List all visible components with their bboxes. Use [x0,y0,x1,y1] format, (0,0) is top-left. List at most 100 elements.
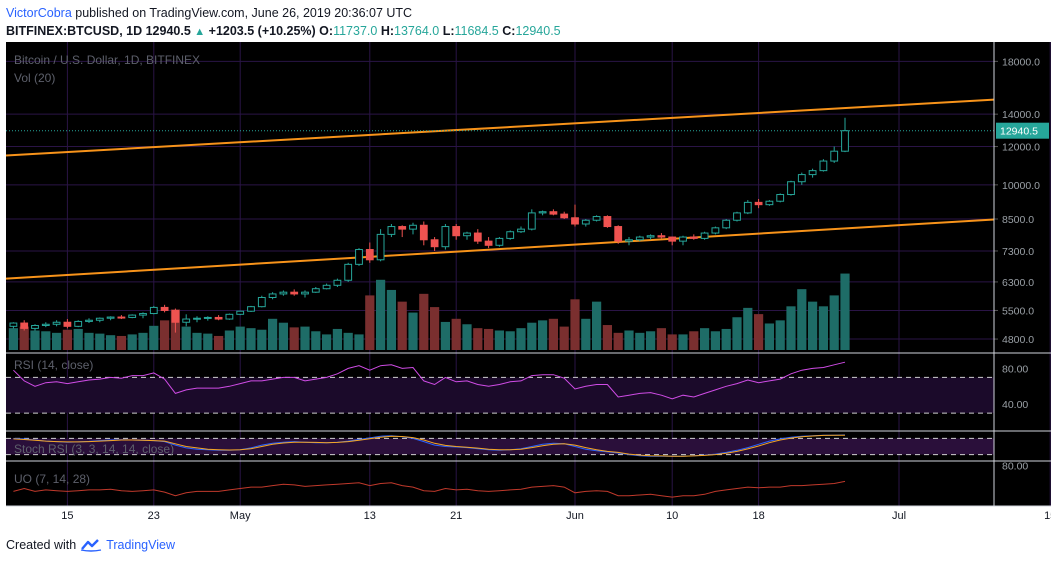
volume-bar [224,330,234,350]
plot-background [6,42,994,506]
volume-bar [581,318,591,350]
volume-bar [484,328,494,350]
volume-bar [538,320,548,350]
x-tick-label: May [230,510,251,522]
candle-body [214,316,223,320]
volume-bar [257,329,267,350]
high-value: 13764.0 [394,24,440,38]
volume-bar [160,320,170,350]
volume-bar [278,322,288,350]
publish-line: VictorCobra published on TradingView.com… [6,4,1051,22]
volume-bar [246,328,256,350]
volume-bar [678,334,688,350]
tradingview-logo-icon [81,539,102,552]
candle-body [657,235,666,238]
candle-body [743,201,752,214]
volume-bar [343,332,353,350]
candle-body [517,228,525,233]
volume-bar [408,312,418,350]
volume-bar [106,335,116,350]
volume-bar [786,306,796,350]
candle-body [603,216,612,228]
candle-body [571,217,579,225]
candle-body [819,160,828,172]
volume-bar [235,326,245,350]
candle-body [689,236,698,239]
x-tick-label: Jun [566,510,584,522]
volume-bar [149,325,159,350]
x-tick-label: 21 [450,510,462,522]
volume-bar [516,328,526,350]
channel-lower-line [6,218,995,280]
price-change: +1203.5 (+10.25%) [208,24,316,38]
rsi-band [6,377,994,414]
volume-bar [311,331,321,350]
candle-body [52,321,61,325]
volume-bar [559,326,569,350]
y-tick-label: 5500.0 [1002,305,1034,317]
candle-body [149,306,158,315]
volume-bar [19,326,29,350]
candle-body [668,236,677,242]
price-chart[interactable]: 1523May1321Jun1018Jul152318000.014000.01… [6,42,1051,525]
candle-body [301,291,309,295]
chart-area[interactable]: 1523May1321Jun1018Jul152318000.014000.01… [6,42,1051,525]
candle-body [581,219,590,225]
candle-body [776,194,785,202]
volume-bar [624,330,634,350]
volume-bar [354,334,364,350]
candle-body [290,291,299,295]
candle-body [63,321,72,327]
volume-bar [732,317,742,350]
volume-bar [84,332,94,350]
published-text: published on TradingView.com, June 26, 2… [75,6,413,20]
candle-body [484,240,493,246]
candle-body [41,323,50,326]
candle-body [614,226,623,242]
candle-body [430,239,439,248]
candle-body [635,236,644,241]
candle-body [74,320,83,327]
candle-body [236,310,245,315]
volume-bar [332,328,342,350]
close-label: C: [502,24,516,38]
volume-bar [754,314,764,350]
rsi-line [13,361,846,400]
candle-body [203,316,212,319]
volume-bar [829,295,839,350]
volume-bar [203,333,213,350]
volume-label: Vol (20) [14,71,55,85]
time-axis-background [6,506,1051,525]
low-label: L: [442,24,455,38]
volume-bar [214,335,224,350]
chart-header: VictorCobra published on TradingView.com… [6,4,1051,41]
last-price-label: 12940.5 [1000,126,1038,138]
volume-bar [764,323,774,350]
y-tick-label: 4800.0 [1002,334,1034,346]
rsi-title: RSI (14, close) [14,358,93,372]
volume-bar [451,318,461,350]
volume-bar [430,307,440,350]
volume-bar [30,330,40,350]
x-tick-label: 15 [1044,510,1051,522]
volume-bar [667,334,677,350]
candle-body [646,235,655,238]
volume-bar [8,328,18,350]
candle-body [733,212,741,221]
y-tick-label: 18000.0 [1002,56,1040,68]
candle-body [182,318,191,323]
close-value: 12940.5 [515,24,561,38]
volume-bar [473,328,483,350]
candle-body [787,181,795,196]
author-link[interactable]: VictorCobra [6,6,72,20]
volume-bar [646,331,656,350]
candle-body [463,232,471,237]
footer: Created with TradingView [6,538,175,552]
volume-bar [397,301,407,350]
volume-bar [635,332,645,350]
tradingview-brand-link[interactable]: TradingView [106,538,175,552]
candle-body [257,296,266,308]
candle-body [128,314,137,318]
volume-bar [689,331,699,350]
y-tick-label: 7300.0 [1002,246,1034,258]
